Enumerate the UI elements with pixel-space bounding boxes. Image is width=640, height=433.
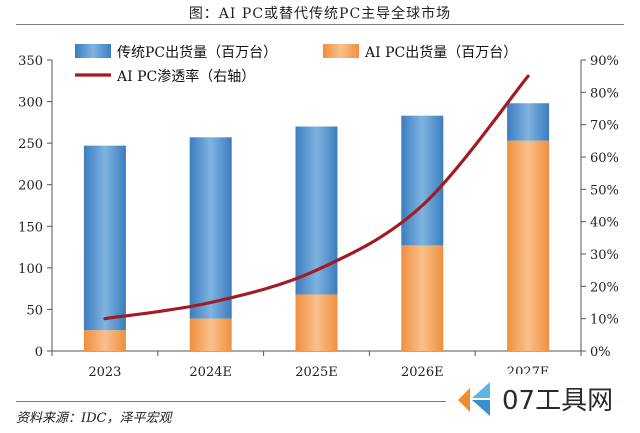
bar-ai-pc: [401, 245, 444, 351]
watermark: 07工具网: [446, 374, 636, 424]
x-tick-label: 2023: [88, 365, 121, 380]
y-right-tick-label: 70%: [590, 119, 619, 134]
y-right-tick-label: 40%: [590, 216, 619, 231]
bar-traditional-pc: [189, 137, 232, 319]
y-right-tick-label: 90%: [590, 54, 619, 69]
bars: [83, 103, 550, 351]
page-title: 图：AI PC或替代传统PC主导全球市场: [188, 6, 452, 22]
penetration-line-path: [103, 74, 530, 321]
x-tick-label: 2026E: [401, 365, 444, 380]
y-right-tick-label: 20%: [590, 280, 619, 295]
bar-ai-pc: [83, 330, 126, 351]
y-left-tick-label: 350: [18, 54, 43, 69]
legend-label: 传统PC出货量（百万台）: [117, 44, 277, 61]
y-left-tick-label: 250: [18, 137, 43, 152]
y-right-tick-label: 60%: [590, 151, 619, 166]
title-divider: [16, 24, 624, 25]
y-right-tick-label: 10%: [590, 313, 619, 328]
legend-swatch: [323, 44, 359, 58]
bar-traditional-pc: [401, 115, 444, 246]
legend: 传统PC出货量（百万台） AI PC出货量（百万台） AI PC渗透率（右轴）: [75, 44, 517, 85]
x-tick-label: 2025E: [295, 365, 338, 380]
y-right-tick-label: 30%: [590, 248, 619, 263]
legend-swatch: [75, 44, 111, 58]
legend-label: AI PC出货量（百万台）: [364, 44, 517, 61]
bar-traditional-pc: [83, 145, 126, 331]
bar-traditional-pc: [295, 126, 338, 295]
source-note: 资料来源：IDC，泽平宏观: [16, 411, 172, 426]
y-right-tick-label: 0%: [590, 345, 611, 360]
chart: 0 50 100 150 200 250 300 350 0% 10% 20% 30% 40% 50% 60…: [18, 44, 619, 380]
axes: 0 50 100 150 200 250 300 350 0% 10% 20% 30% 40% 50% 60…: [18, 54, 619, 380]
y-left-tick-label: 200: [18, 179, 43, 194]
bar-ai-pc: [189, 318, 232, 351]
y-left-tick-label: 150: [18, 220, 43, 235]
y-left-tick-label: 50: [26, 303, 43, 318]
y-right-tick-label: 50%: [590, 183, 619, 198]
bar-ai-pc: [507, 140, 550, 351]
bar-traditional-pc: [507, 103, 550, 141]
y-right-tick-label: 80%: [590, 86, 619, 101]
watermark-text: 07工具网: [502, 386, 614, 416]
ai-spark-logo-icon: [458, 382, 490, 416]
x-tick-label: 2024E: [189, 365, 232, 380]
legend-label: AI PC渗透率（右轴）: [116, 68, 255, 85]
bar-ai-pc: [295, 294, 338, 351]
penetration-line: [103, 74, 530, 321]
source-divider: [16, 401, 624, 402]
y-left-tick-label: 300: [18, 96, 43, 111]
y-left-tick-label: 100: [18, 262, 43, 277]
y-left-tick-label: 0: [35, 345, 43, 360]
